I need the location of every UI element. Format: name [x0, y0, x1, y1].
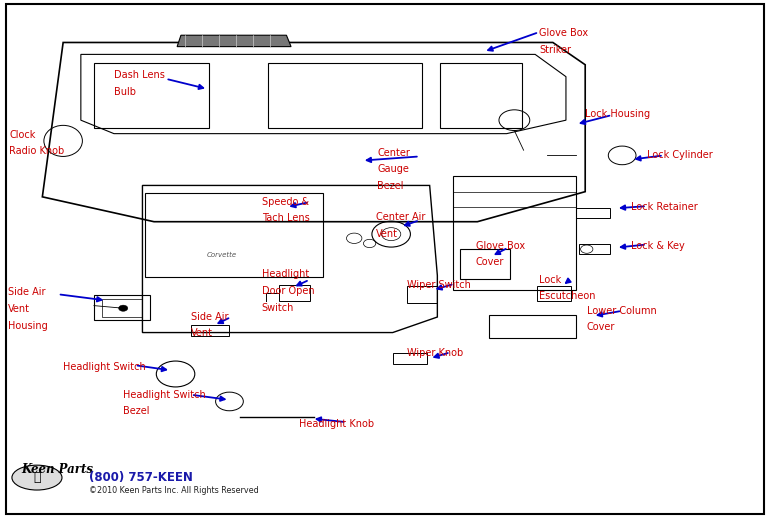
Text: Clock: Clock — [9, 130, 35, 139]
Text: Dash Lens: Dash Lens — [114, 70, 165, 80]
Text: Headlight Knob: Headlight Knob — [299, 419, 374, 428]
Text: Bezel: Bezel — [123, 406, 149, 416]
Text: Cover: Cover — [587, 322, 615, 332]
Text: Radio Knob: Radio Knob — [9, 146, 65, 156]
Text: Bulb: Bulb — [114, 87, 136, 96]
Text: Gauge: Gauge — [377, 164, 409, 174]
Text: Door Open: Door Open — [262, 286, 314, 296]
Text: Bezel: Bezel — [377, 181, 403, 191]
Text: Lock & Key: Lock & Key — [631, 241, 685, 251]
Text: Escutcheon: Escutcheon — [539, 291, 595, 301]
Text: Headlight Switch: Headlight Switch — [123, 390, 206, 399]
Circle shape — [119, 305, 128, 311]
Text: Side Air: Side Air — [8, 287, 45, 297]
Text: Lock Housing: Lock Housing — [585, 109, 651, 119]
Text: Center: Center — [377, 148, 410, 157]
Text: Vent: Vent — [191, 328, 213, 338]
Text: Vent: Vent — [8, 304, 30, 314]
Text: Cover: Cover — [476, 257, 504, 267]
Bar — [102, 299, 142, 317]
Text: Switch: Switch — [262, 303, 294, 312]
Text: Glove Box: Glove Box — [539, 28, 588, 38]
Text: Center Air: Center Air — [376, 212, 425, 222]
Text: Headlight Switch: Headlight Switch — [63, 362, 146, 371]
Text: Lower Column: Lower Column — [587, 306, 657, 315]
Text: Lock: Lock — [539, 275, 561, 284]
Text: Tach Lens: Tach Lens — [262, 213, 310, 223]
Text: Glove Box: Glove Box — [476, 241, 525, 251]
Polygon shape — [177, 35, 291, 47]
Text: (800) 757-KEEN: (800) 757-KEEN — [89, 471, 192, 484]
Ellipse shape — [12, 465, 62, 490]
Text: Housing: Housing — [8, 321, 48, 330]
Text: Striker: Striker — [539, 45, 571, 55]
Text: Side Air: Side Air — [191, 312, 229, 322]
Text: Headlight: Headlight — [262, 269, 309, 279]
Text: Wiper Knob: Wiper Knob — [407, 348, 463, 358]
Text: Speedo &: Speedo & — [262, 197, 309, 207]
Text: Wiper Switch: Wiper Switch — [407, 280, 470, 290]
Text: Vent: Vent — [376, 229, 398, 239]
Text: Lock Cylinder: Lock Cylinder — [647, 150, 712, 160]
Text: 🚗: 🚗 — [33, 471, 41, 484]
Text: ©2010 Keen Parts Inc. All Rights Reserved: ©2010 Keen Parts Inc. All Rights Reserve… — [89, 486, 258, 495]
Text: Corvette: Corvette — [206, 252, 236, 258]
Text: Lock Retainer: Lock Retainer — [631, 202, 698, 212]
Text: Keen Parts: Keen Parts — [22, 463, 94, 476]
